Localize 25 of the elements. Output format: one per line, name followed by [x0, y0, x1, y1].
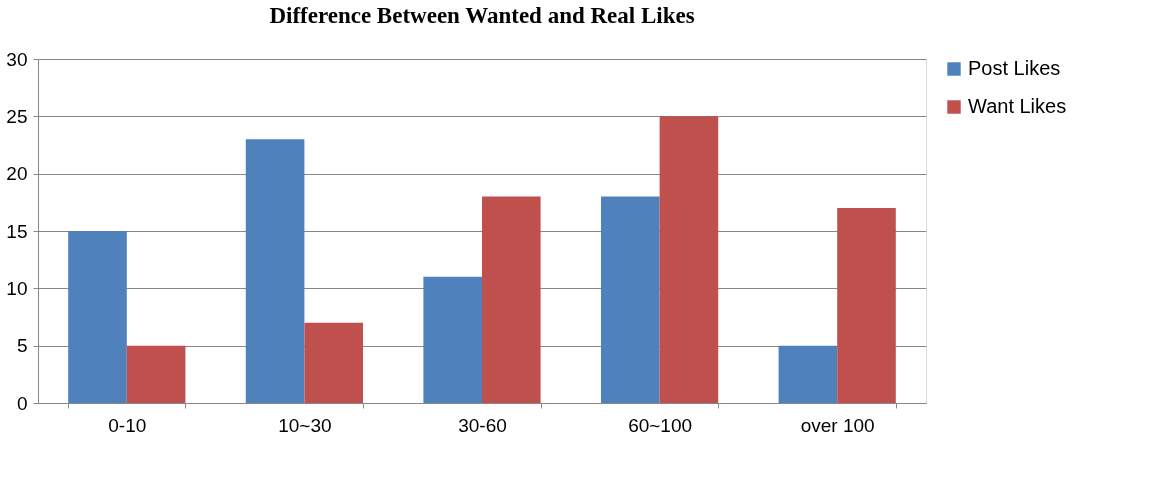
bar: [482, 196, 541, 403]
bar: [837, 208, 896, 403]
bar: [245, 139, 305, 403]
x-tick-label: 30-60: [458, 414, 507, 436]
y-tick-label: 0: [16, 392, 28, 414]
chart-title: Difference Between Wanted and Real Likes: [269, 3, 695, 28]
legend-label: Want Likes: [968, 95, 1067, 117]
x-tick-label: over 100: [800, 414, 875, 436]
y-tick-label: 20: [6, 163, 28, 185]
bar: [778, 345, 838, 403]
x-tick-label: 0-10: [108, 414, 147, 436]
y-tick-label: 10: [6, 277, 28, 299]
bar: [600, 196, 660, 403]
bar: [304, 322, 364, 403]
y-tick-label: 25: [6, 105, 28, 127]
x-tick-label: 60~100: [628, 414, 693, 436]
bar: [423, 276, 482, 403]
y-tick-label: 15: [6, 220, 28, 242]
x-tick-label: 10~30: [278, 414, 332, 436]
legend-label: Post Likes: [968, 57, 1061, 79]
y-tick-label: 30: [6, 48, 28, 70]
bar: [659, 116, 719, 403]
bar: [68, 231, 127, 403]
y-tick-label: 5: [16, 335, 28, 357]
bar: [126, 345, 186, 403]
